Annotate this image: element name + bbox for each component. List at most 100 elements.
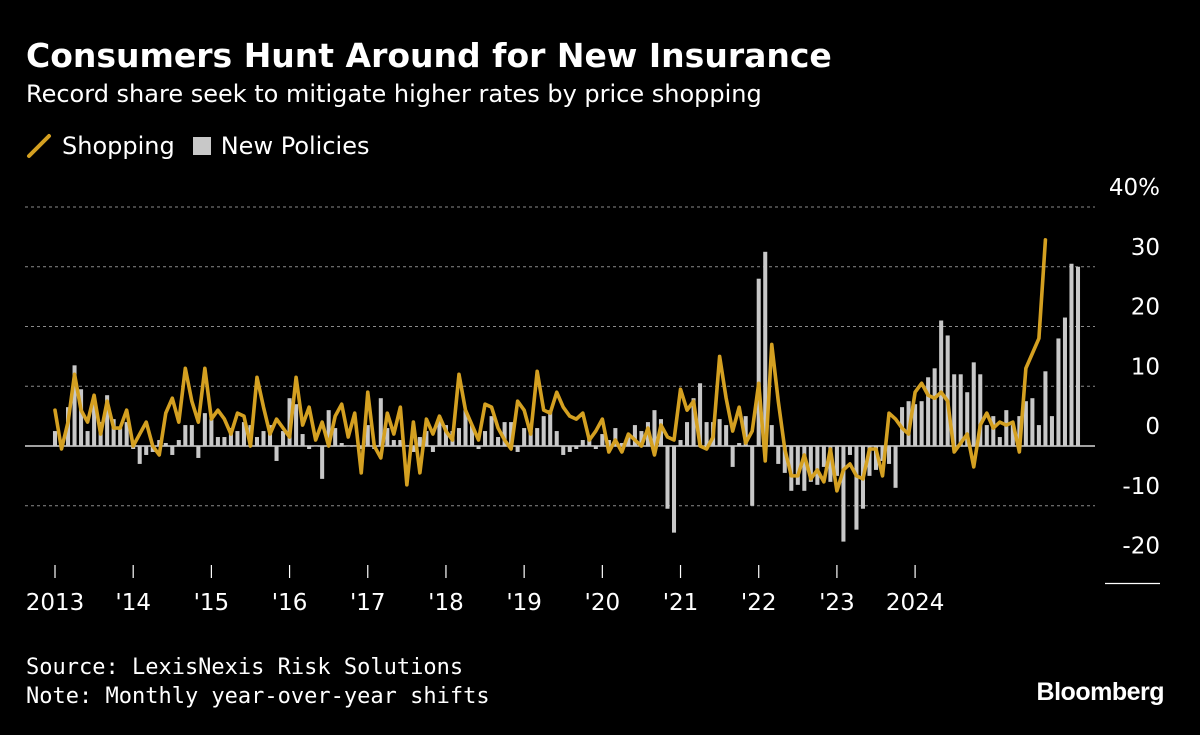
bar-new-policies (241, 422, 246, 446)
bar-new-policies (300, 434, 305, 446)
bar-new-policies (137, 446, 142, 464)
bar-new-policies (854, 446, 859, 530)
line-shopping (53, 238, 1048, 493)
bar-new-policies (535, 428, 540, 446)
x-tick-label: '23 (819, 590, 855, 616)
bar-new-policies (124, 422, 129, 446)
bar-new-policies (1069, 263, 1074, 446)
bar-new-policies (613, 428, 618, 446)
bar-new-policies (997, 437, 1002, 446)
y-tick-label: 10 (1131, 354, 1160, 380)
bar-new-policies (561, 446, 566, 455)
bar-new-policies (417, 437, 422, 446)
bar-new-policies (333, 428, 338, 446)
bar-new-policies (79, 389, 84, 446)
bar-new-policies (483, 431, 488, 446)
bar-new-policies (222, 437, 227, 446)
bar-new-policies (717, 419, 722, 446)
bar-new-policies (456, 428, 462, 446)
bar-new-policies (730, 446, 735, 467)
x-tick-label: '19 (506, 590, 542, 616)
bar-new-policies (228, 428, 233, 446)
bar-new-policies (111, 419, 116, 446)
bar-new-policies (52, 431, 58, 446)
bar-new-policies (802, 446, 807, 491)
bar-new-policies (958, 374, 963, 446)
bar-swatch-icon (192, 137, 211, 155)
bar-new-policies (359, 446, 364, 449)
legend-item-new-policies: New Policies (192, 132, 370, 160)
bar-new-policies (281, 431, 286, 446)
bar-new-policies (320, 446, 325, 479)
bar-new-policies (307, 446, 312, 449)
bar-new-policies (437, 419, 442, 446)
bar-new-policies (600, 434, 605, 446)
bar-new-policies (313, 446, 318, 447)
y-tick-label: 40% (1109, 175, 1160, 201)
bar-new-policies (261, 431, 266, 446)
bar-new-policies (821, 446, 826, 467)
bar-new-policies (391, 440, 396, 446)
x-tick-label: '14 (115, 590, 151, 616)
bar-new-policies (522, 428, 527, 446)
bar-new-policies (378, 398, 383, 446)
bar-new-policies (698, 383, 703, 446)
bar-new-policies (880, 446, 885, 461)
bar-new-policies (496, 437, 501, 446)
legend-label-shopping: Shopping (62, 132, 175, 160)
bar-new-policies (202, 413, 207, 446)
bar-new-policies (737, 443, 742, 446)
x-tick-label: 2024 (886, 590, 945, 616)
bar-new-policies (750, 446, 755, 506)
y-tick-label: -20 (1122, 534, 1160, 560)
bar-new-policies (639, 431, 644, 446)
grid-layer (25, 206, 1160, 585)
bar-new-policies (254, 437, 260, 446)
bar-new-policies (144, 446, 149, 455)
bar-new-policies (509, 422, 514, 446)
bar-new-policies (685, 422, 690, 446)
bar-new-policies (411, 446, 416, 452)
bar-new-policies (189, 425, 194, 446)
bar-new-policies (691, 398, 696, 446)
legend-item-shopping: Shopping (26, 132, 175, 160)
bar-new-policies (945, 335, 950, 446)
axis-layer: 40% 30 20 10 0 -10 -20 2013 '14 '15 '16 '17 '18 '19 '2… (26, 175, 1160, 616)
bar-new-policies (580, 440, 585, 446)
bar-new-policies (365, 425, 370, 446)
bar-new-policies (118, 428, 123, 446)
bloomberg-logo: Bloomberg (1036, 678, 1165, 706)
bar-new-policies (502, 422, 507, 446)
bar-new-policies (183, 425, 188, 446)
y-tick-label: 20 (1131, 295, 1160, 321)
legend: Shopping New Policies (26, 130, 387, 162)
bar-new-policies (632, 425, 637, 446)
bar-new-policies (398, 440, 403, 446)
bar-new-policies (1030, 398, 1035, 446)
bar-new-policies (984, 425, 989, 446)
x-tick-label: '22 (741, 590, 777, 616)
y-tick-label: 30 (1131, 235, 1160, 261)
bar-new-policies (1075, 266, 1081, 446)
bar-new-policies (385, 428, 390, 446)
bar-new-policies (554, 431, 559, 446)
bar-new-policies (626, 437, 631, 446)
bar-new-policies (430, 446, 435, 452)
bar-new-policies (913, 404, 918, 446)
x-tick-label: '18 (428, 590, 464, 616)
chart-subtitle: Record share seek to mitigate higher rat… (26, 80, 762, 108)
bar-new-policies (470, 425, 475, 446)
legend-label-new-policies: New Policies (220, 132, 370, 160)
bar-new-policies (1056, 338, 1061, 446)
bar-new-policies (339, 443, 344, 446)
bar-new-policies (873, 446, 879, 470)
bar-new-policies (776, 446, 781, 464)
y-tick-label: 0 (1145, 414, 1160, 440)
bar-new-policies (346, 446, 351, 447)
bar-new-policies (1049, 416, 1054, 447)
x-tick-label: '20 (585, 590, 621, 616)
bar-new-policies (991, 416, 996, 447)
bar-new-policies (528, 431, 533, 446)
bar-new-policies (209, 419, 214, 446)
